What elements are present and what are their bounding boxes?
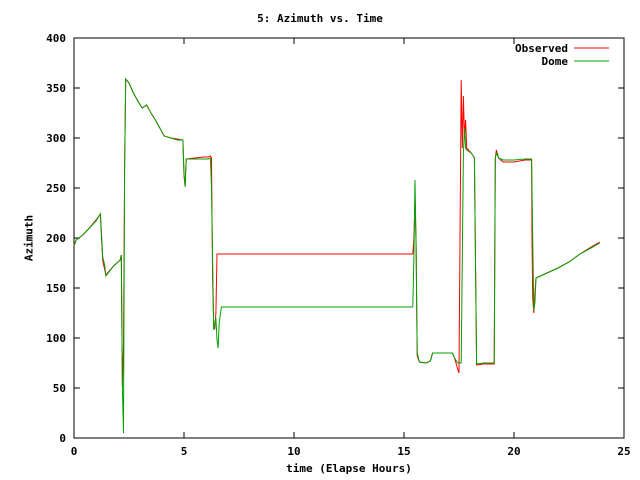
x-tick-label: 0 [71,445,78,458]
y-tick-label: 150 [46,282,66,295]
y-tick-label: 400 [46,32,66,45]
y-tick-label: 200 [46,232,66,245]
plot-area-frame [73,37,625,439]
series-line-dome [73,77,601,434]
x-tick-label: 20 [507,445,520,458]
y-tick-label: 0 [59,432,66,445]
y-tick-label: 350 [46,82,66,95]
chart-title: 5: Azimuth vs. Time [257,12,383,25]
x-tick-label: 25 [617,445,630,458]
legend-label-dome: Dome [541,55,569,68]
y-tick-label: 50 [53,382,66,395]
y-tick-label: 100 [46,332,66,345]
legend-label-observed: Observed [515,42,568,55]
y-tick-label: 250 [46,182,66,195]
series-line-observed [73,77,601,387]
x-axis-label: time (Elapse Hours) [286,462,412,475]
x-tick-label: 10 [287,445,300,458]
x-tick-label: 5 [181,445,188,458]
y-tick-label: 300 [46,132,66,145]
x-tick-label: 15 [397,445,410,458]
